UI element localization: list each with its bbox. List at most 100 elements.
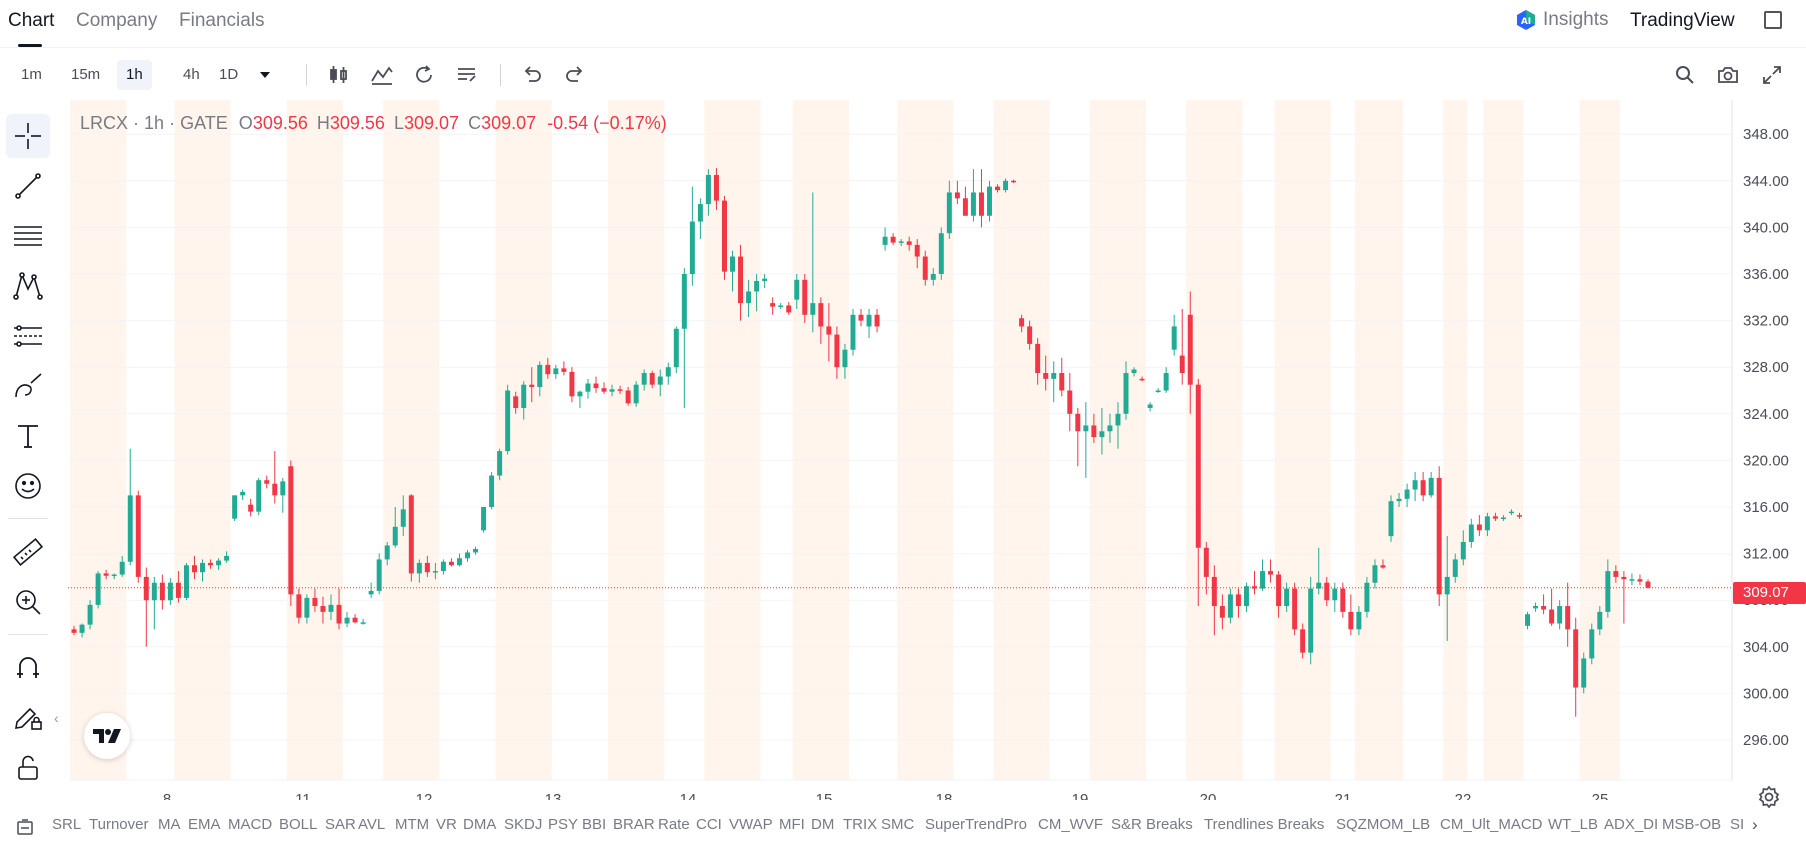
indicator-s-r-breaks[interactable]: S&R Breaks	[1111, 816, 1193, 833]
indicator-trendlines-breaks[interactable]: Trendlines Breaks	[1204, 816, 1325, 833]
templates-icon[interactable]	[454, 62, 480, 88]
price-tick-label: 340.00	[1743, 219, 1789, 236]
undo-icon[interactable]	[519, 62, 545, 88]
indicator-ma[interactable]: MA	[158, 816, 181, 833]
candle	[1067, 373, 1073, 432]
timeframe-1d[interactable]: 1D	[219, 66, 239, 83]
indicator-brar[interactable]: BRAR	[613, 816, 655, 833]
indicator-cm-wvf[interactable]: CM_WVF	[1038, 816, 1103, 833]
indicator-cci[interactable]: CCI	[696, 816, 722, 833]
candle-body	[304, 597, 310, 618]
price-chart[interactable]: 348.00 344.00 340.00 336.00 332.00 328.00 324.…	[0, 100, 1806, 800]
magnet-icon	[17, 657, 39, 678]
candle-body	[649, 373, 655, 385]
candle	[232, 495, 238, 521]
indicator-boll[interactable]: BOLL	[279, 816, 318, 833]
candle	[1171, 314, 1177, 356]
fib-tool[interactable]	[6, 214, 50, 258]
tab-company[interactable]: Company	[76, 10, 158, 31]
candle	[681, 268, 687, 408]
timeframe-dropdown-icon[interactable]	[252, 62, 278, 88]
indicator-macd[interactable]: MACD	[228, 816, 273, 833]
camera-icon[interactable]	[1715, 62, 1741, 88]
candle-body	[1011, 180, 1017, 183]
indicator-msb-ob[interactable]: MSB-OB	[1662, 816, 1722, 833]
indicator-smc[interactable]: SMC	[881, 816, 915, 833]
timeframe-15m[interactable]: 15m	[71, 66, 101, 83]
indicator-vr[interactable]: VR	[436, 816, 457, 833]
timeframe-4h[interactable]: 4h	[183, 66, 200, 83]
candle-body	[1364, 582, 1370, 612]
indicator-panel-icon[interactable]	[15, 817, 35, 837]
lock-drawings-tool[interactable]	[6, 696, 50, 740]
timeframe-1m[interactable]: 1m	[21, 66, 42, 83]
indicator-mfi[interactable]: MFI	[779, 816, 805, 833]
candle-body	[320, 606, 326, 612]
zoom-tool[interactable]	[6, 580, 50, 624]
candle-type-icon[interactable]	[326, 62, 352, 88]
indicator-bbi[interactable]: BBI	[582, 816, 607, 833]
brush-tool[interactable]	[6, 364, 50, 408]
candle-body	[954, 192, 960, 199]
price-axis[interactable]: 348.00 344.00 340.00 336.00 332.00 328.00 324.…	[1743, 126, 1789, 749]
indicator-sqzmom-lb[interactable]: SQZMOM_LB	[1336, 816, 1431, 833]
candle	[280, 477, 286, 513]
indicator-rate[interactable]: Rate	[658, 816, 690, 833]
insights-button[interactable]: AI Insights	[1515, 9, 1608, 31]
crosshair-tool[interactable]	[6, 114, 50, 158]
time-axis[interactable]: 8 11 12 13 14 15 18 19 20 21 22 25	[163, 791, 1609, 800]
candle-body	[1235, 594, 1241, 607]
indicator-si[interactable]: SI	[1730, 816, 1745, 833]
indicator-psy[interactable]: PSY	[548, 816, 579, 833]
session-shade	[70, 100, 127, 780]
candle	[537, 361, 543, 397]
indicator-trix[interactable]: TRIX	[843, 816, 878, 833]
candle	[352, 614, 358, 624]
indicator-ema[interactable]: EMA	[188, 816, 221, 833]
candle-body	[481, 507, 487, 531]
pattern-tool[interactable]	[6, 264, 50, 308]
candle	[1187, 291, 1193, 414]
candle-body	[521, 384, 527, 408]
indicator-mtm[interactable]: MTM	[395, 816, 430, 833]
tradingview-logo[interactable]	[84, 713, 130, 759]
session-shade	[1274, 100, 1331, 780]
redo-icon[interactable]	[562, 62, 588, 88]
chart-settings-icon[interactable]	[1757, 785, 1781, 809]
indicator-cm-ult-macd[interactable]: CM_Ult_MACD	[1440, 816, 1543, 833]
timeframe-1h[interactable]: 1h	[117, 60, 152, 90]
fullscreen-icon[interactable]	[1759, 62, 1785, 88]
indicator-vwap[interactable]: VWAP	[729, 816, 773, 833]
forecast-tool[interactable]	[6, 314, 50, 358]
indicator-skdj[interactable]: SKDJ	[504, 816, 543, 833]
indicator-scroll-right-icon[interactable]: ›	[1752, 815, 1758, 834]
indicator-turnover[interactable]: Turnover	[89, 816, 149, 833]
indicators-icon[interactable]	[369, 62, 395, 88]
legend-symbol[interactable]: LRCX	[80, 113, 129, 133]
tab-chart[interactable]: Chart	[8, 10, 55, 31]
replay-icon[interactable]	[411, 62, 437, 88]
candle-body	[1332, 588, 1338, 601]
candle-body	[328, 604, 334, 612]
indicator-sar[interactable]: SAR	[325, 816, 356, 833]
indicator-srl[interactable]: SRL	[52, 816, 82, 833]
indicator-adx-di[interactable]: ADX_DI	[1604, 816, 1659, 833]
tab-financials[interactable]: Financials	[179, 10, 265, 31]
search-icon[interactable]	[1672, 62, 1698, 88]
measure-tool[interactable]	[6, 530, 50, 574]
maximize-icon[interactable]	[1764, 11, 1782, 29]
indicator-avl[interactable]: AVL	[358, 816, 386, 833]
magnet-tool[interactable]	[6, 646, 50, 690]
indicator-dma[interactable]: DMA	[463, 816, 497, 833]
emoji-tool[interactable]	[6, 464, 50, 508]
time-tick-label: 18	[936, 791, 953, 800]
unlock-tool[interactable]	[6, 746, 50, 790]
trendline-tool[interactable]	[6, 164, 50, 208]
collapse-toolbar-icon[interactable]: ‹	[54, 710, 59, 726]
indicator-wt-lb[interactable]: WT_LB	[1548, 816, 1599, 833]
text-tool[interactable]	[6, 414, 50, 458]
indicator-dm[interactable]: DM	[811, 816, 835, 833]
indicator-supertrendpro[interactable]: SuperTrendPro	[925, 816, 1027, 833]
candle	[1452, 553, 1458, 583]
tradingview-brand[interactable]: TradingView	[1630, 10, 1735, 31]
